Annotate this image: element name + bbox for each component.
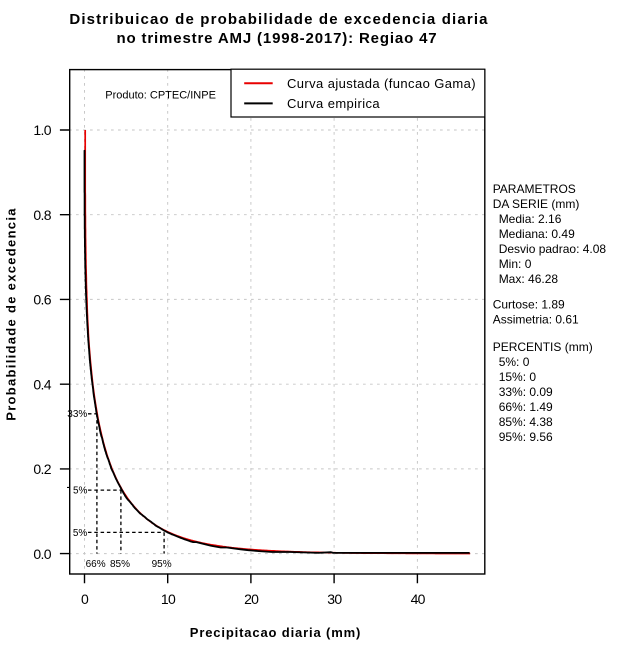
svg-text:1.0: 1.0 <box>33 122 51 138</box>
svg-text:5%: 5% <box>73 528 88 539</box>
svg-text:15%: 0: 15%: 0 <box>499 370 537 384</box>
svg-text:Media: 2.16: Media: 2.16 <box>499 212 562 226</box>
svg-text:Produto: CPTEC/INPE: Produto: CPTEC/INPE <box>105 90 216 102</box>
svg-text:85%: 4.38: 85%: 4.38 <box>499 415 553 429</box>
svg-text:Max: 46.28: Max: 46.28 <box>499 272 559 286</box>
svg-text:66%: 66% <box>86 559 106 570</box>
svg-text:10: 10 <box>161 591 176 607</box>
svg-text:Assimetria: 0.61: Assimetria: 0.61 <box>493 313 579 327</box>
svg-text:40: 40 <box>411 591 426 607</box>
svg-text:5%: 5% <box>73 486 88 497</box>
svg-text:95%: 9.56: 95%: 9.56 <box>499 430 553 444</box>
svg-text:Mediana: 0.49: Mediana: 0.49 <box>499 227 575 241</box>
svg-text:PERCENTIS (mm): PERCENTIS (mm) <box>493 340 593 354</box>
svg-text:Curva ajustada (funcao Gama): Curva ajustada (funcao Gama) <box>287 76 476 91</box>
svg-text:Curtose: 1.89: Curtose: 1.89 <box>493 298 565 312</box>
svg-text:33%: 0.09: 33%: 0.09 <box>499 385 553 399</box>
svg-text:0.8: 0.8 <box>33 207 51 223</box>
svg-text:0: 0 <box>81 591 89 607</box>
svg-text:30: 30 <box>327 591 342 607</box>
svg-text:33%: 33% <box>67 409 87 420</box>
svg-text:Precipitacao diaria (mm): Precipitacao diaria (mm) <box>190 625 361 640</box>
svg-text:no trimestre AMJ (1998-2017):: no trimestre AMJ (1998-2017): Regiao 47 <box>116 30 437 47</box>
svg-text:Distribuicao de probabilidade: Distribuicao de probabilidade de exceden… <box>69 11 488 28</box>
svg-text:Probabilidade de excedencia: Probabilidade de excedencia <box>4 207 19 421</box>
svg-text:66%: 1.49: 66%: 1.49 <box>499 400 553 414</box>
svg-text:PARAMETROS: PARAMETROS <box>493 182 576 196</box>
svg-text:Min: 0: Min: 0 <box>499 257 532 271</box>
svg-text:Desvio padrao: 4.08: Desvio padrao: 4.08 <box>499 242 607 256</box>
svg-text:5%: 0: 5%: 0 <box>499 355 530 369</box>
svg-text:Curva empirica: Curva empirica <box>287 96 380 111</box>
svg-text:85%: 85% <box>110 559 130 570</box>
svg-text:0.6: 0.6 <box>33 292 51 308</box>
svg-text:0.2: 0.2 <box>33 461 51 477</box>
svg-text:0.0: 0.0 <box>33 546 51 562</box>
svg-text:20: 20 <box>244 591 259 607</box>
svg-text:0.4: 0.4 <box>33 376 51 392</box>
svg-text:95%: 95% <box>152 559 172 570</box>
svg-text:DA SERIE (mm): DA SERIE (mm) <box>493 197 580 211</box>
